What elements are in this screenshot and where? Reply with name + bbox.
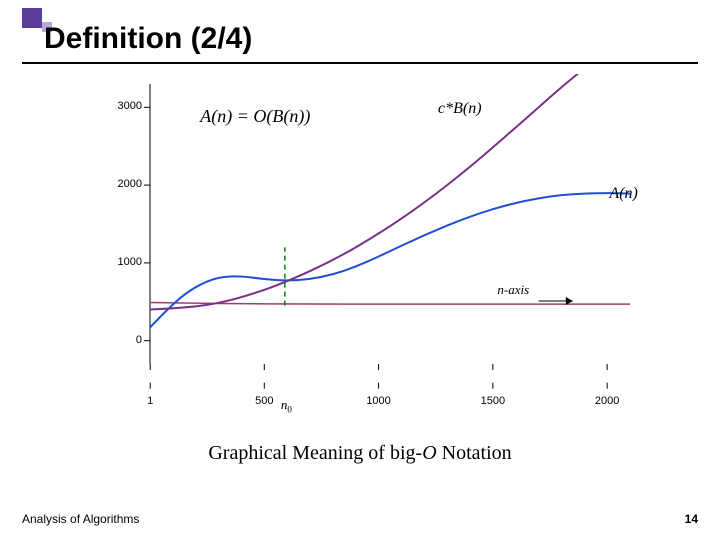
- label-n0: n0: [281, 397, 292, 415]
- chart-svg: [90, 74, 640, 424]
- slide-number: 14: [685, 512, 698, 526]
- title-underline: [22, 62, 698, 64]
- chart-area: 01000200030001500100015002000A(n) = O(B(…: [90, 74, 640, 424]
- ytick-label: 2000: [108, 178, 142, 190]
- caption-prefix: Graphical Meaning of big-: [208, 442, 422, 464]
- xtick-label: 1000: [359, 395, 399, 407]
- chart-caption: Graphical Meaning of big-O Notation: [0, 442, 720, 465]
- xtick-label: 2000: [587, 395, 627, 407]
- ytick-label: 0: [108, 334, 142, 346]
- label-cBn: c*B(n): [438, 100, 482, 118]
- curve-A: [150, 193, 630, 327]
- xtick-label: 1500: [473, 395, 513, 407]
- label-An: A(n): [609, 185, 637, 203]
- caption-suffix: Notation: [437, 442, 512, 464]
- caption-italic-O: O: [422, 442, 436, 464]
- xtick-label: 500: [244, 395, 284, 407]
- xtick-label: 1: [130, 395, 170, 407]
- footer-left: Analysis of Algorithms: [22, 512, 139, 526]
- slide: Definition (2/4) 01000200030001500100015…: [0, 0, 720, 540]
- accent-square-big: [22, 8, 42, 28]
- ytick-label: 3000: [108, 100, 142, 112]
- equation-label: A(n) = O(B(n)): [200, 106, 310, 127]
- label-naxis: n-axis: [497, 282, 529, 298]
- slide-title: Definition (2/4): [44, 22, 252, 56]
- ytick-label: 1000: [108, 256, 142, 268]
